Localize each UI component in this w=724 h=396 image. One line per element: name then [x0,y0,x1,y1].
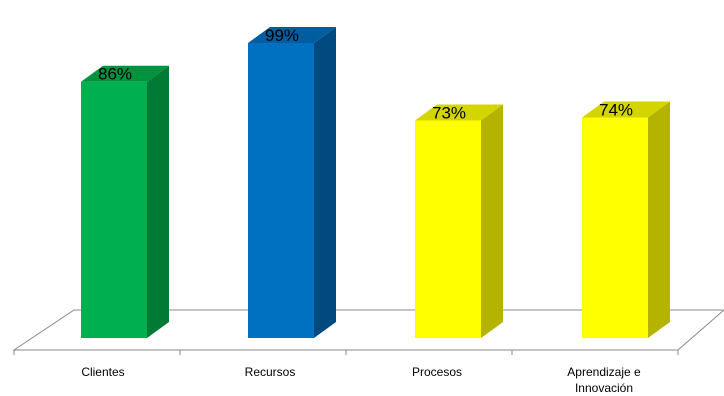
bar-front-face [415,120,481,339]
bar-front-face [248,42,314,338]
bar [81,65,169,338]
bar-side-face [147,65,169,338]
bar-side-face [481,104,503,339]
bar-top-face [81,65,169,82]
category-label: Clientes [81,365,124,379]
bar [582,101,670,338]
chart-category-labels: Clientes Recursos Procesos Aprendizaje e Inn… [81,365,641,395]
chart-data-labels: 86% 99% 73% 74% [98,26,633,122]
data-label: 74% [599,100,633,119]
bar-top-face [248,26,336,43]
bar [415,104,503,339]
data-label: 73% [432,103,466,122]
chart-bars [81,26,670,339]
chart-floor [12,309,724,355]
category-label: Innovación [575,381,633,395]
data-label: 86% [98,65,132,84]
bar-top-face [582,101,670,118]
category-label: Aprendizaje e [567,365,641,379]
bar-front-face [81,81,147,338]
category-label: Recursos [245,365,296,379]
category-label: Procesos [412,365,462,379]
bar [248,26,336,338]
bar-side-face [648,101,670,338]
bar-front-face [582,117,648,338]
bar-top-face [415,104,503,121]
bar-side-face [314,26,336,338]
data-label: 99% [265,26,299,45]
